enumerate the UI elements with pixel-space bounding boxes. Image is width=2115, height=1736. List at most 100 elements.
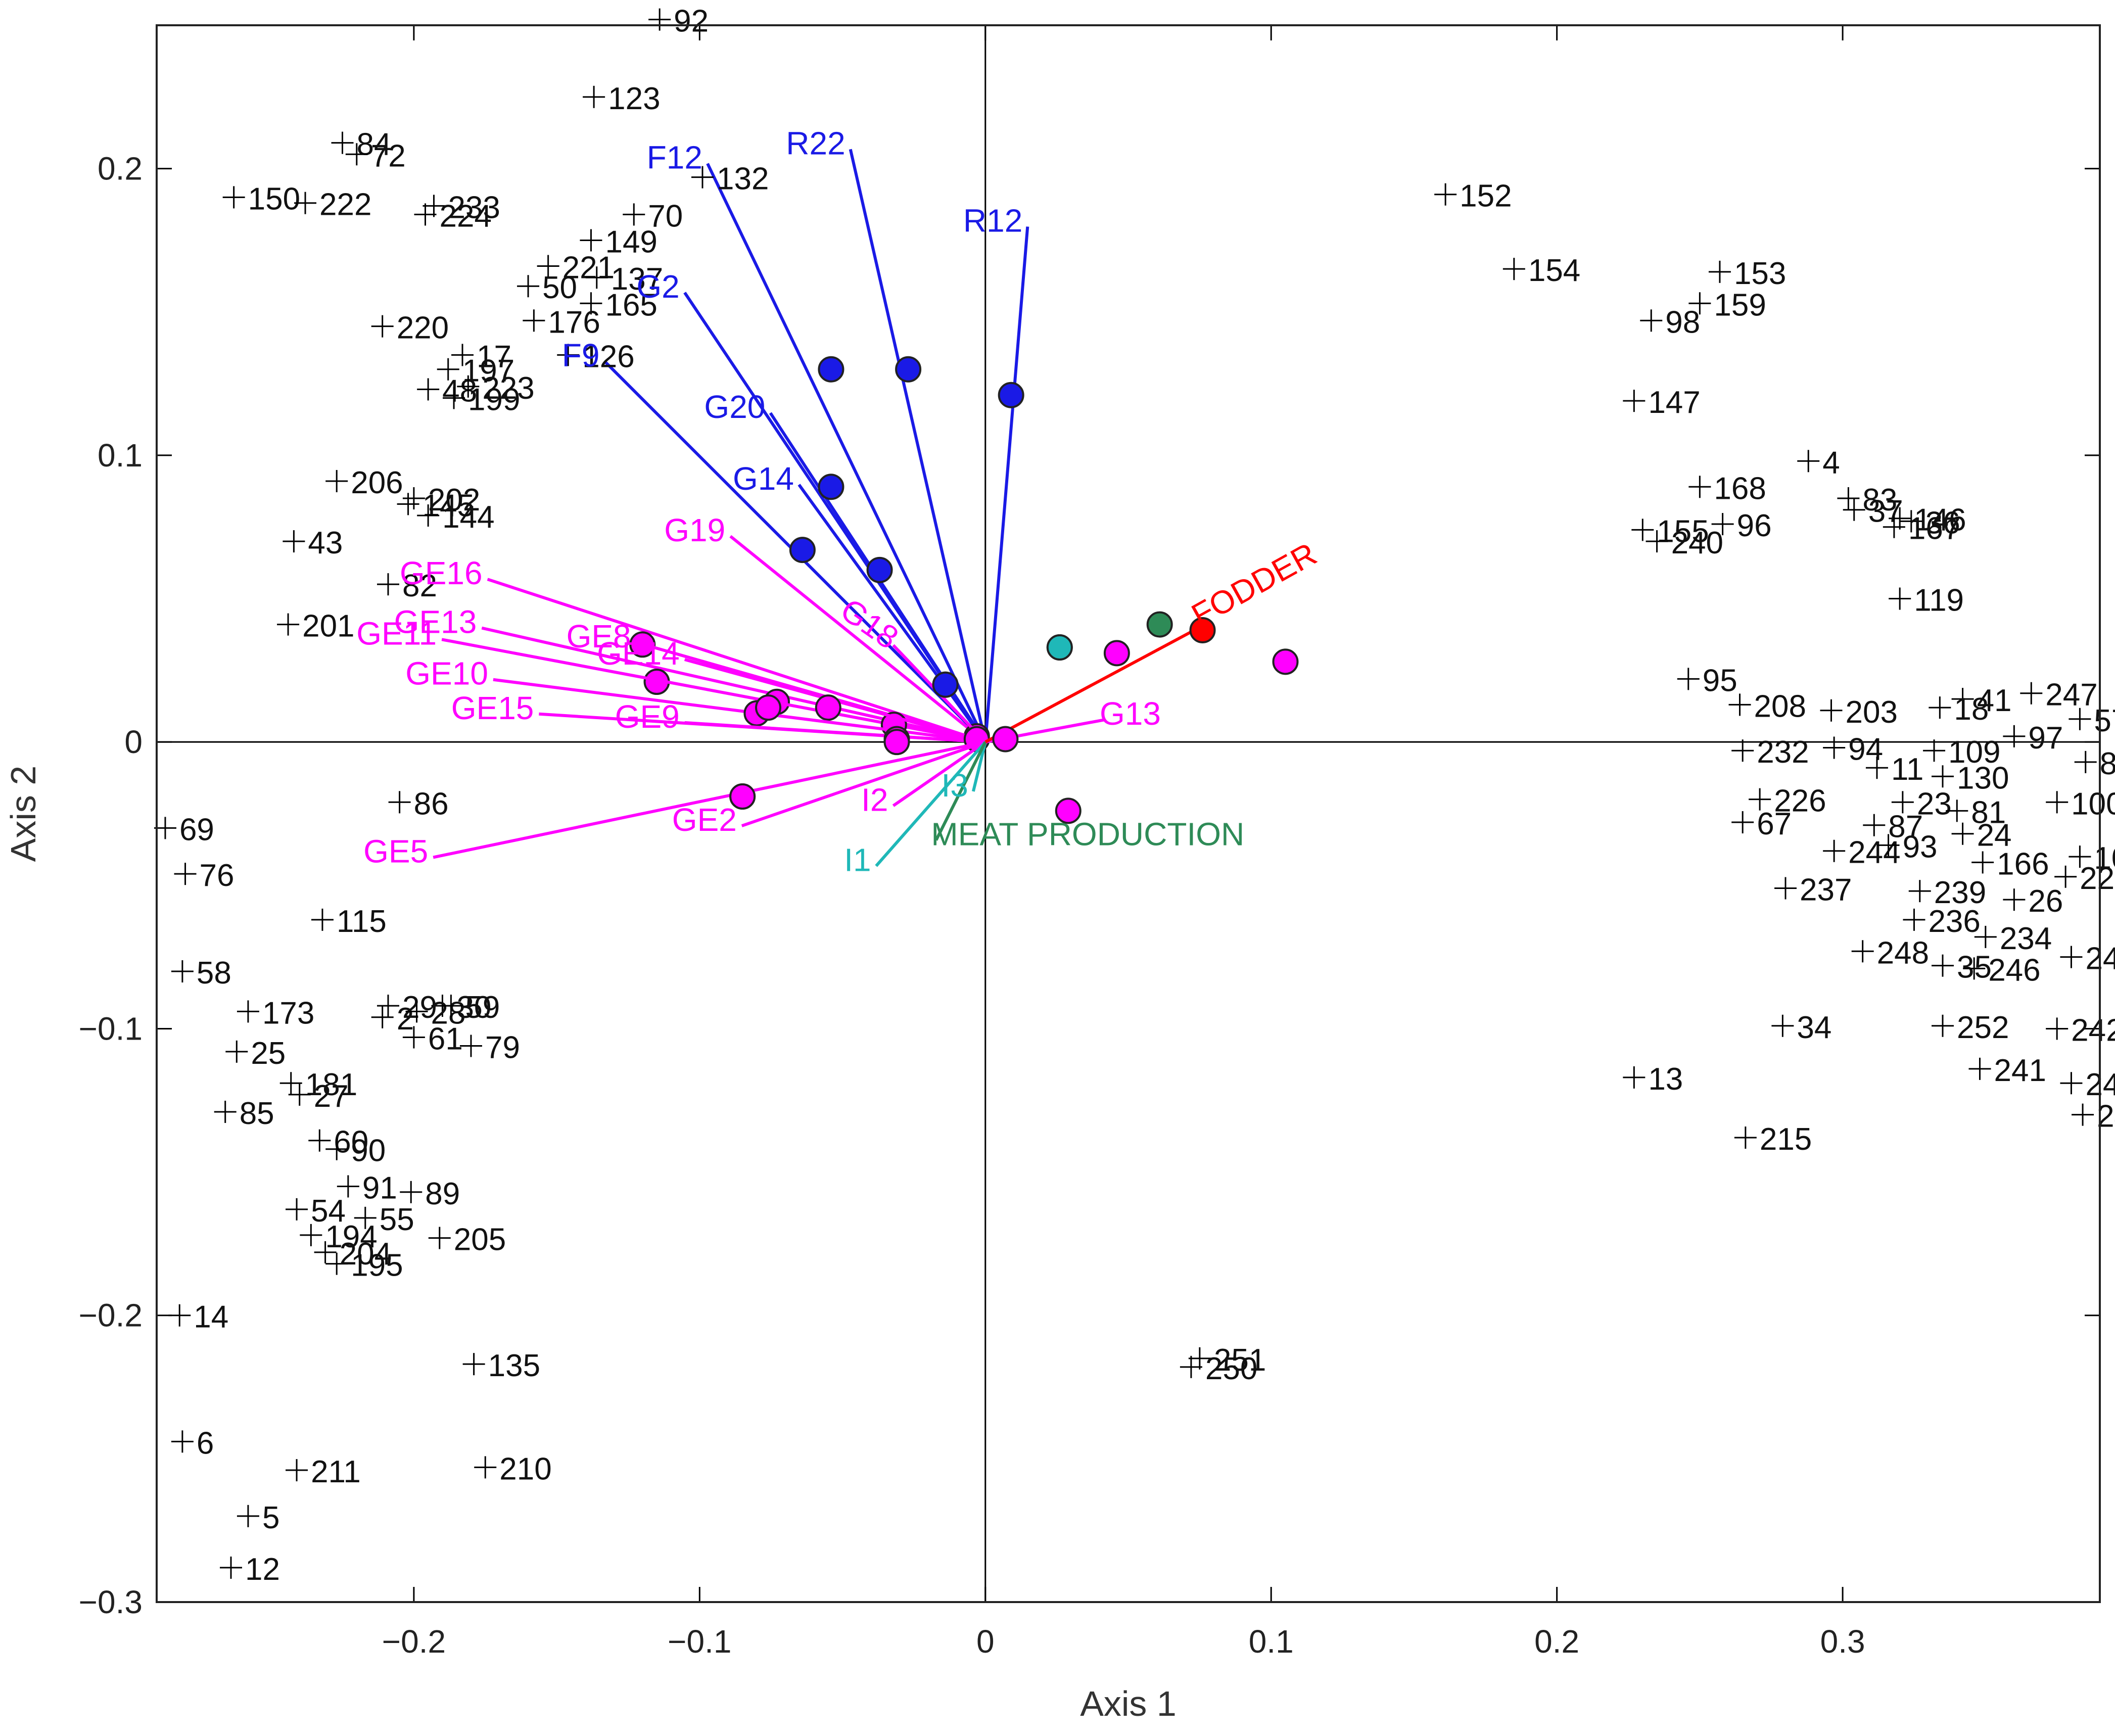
point-label: 222: [319, 187, 371, 222]
vector-label: MEAT PRODUCTION: [931, 816, 1244, 852]
point-label: 240: [1671, 526, 1723, 560]
point-label: 2: [397, 1002, 414, 1037]
vector-line: [934, 741, 987, 841]
point-label: 215: [1760, 1122, 1812, 1157]
point-label: 26: [2028, 884, 2063, 919]
point-label: 60: [334, 1125, 368, 1160]
point-label: 234: [2000, 921, 2052, 956]
point-label: 34: [1797, 1010, 1831, 1045]
vector-line: [741, 740, 986, 827]
point-label: 153: [1734, 256, 1786, 291]
plot-frame: [156, 24, 2101, 1603]
vector-label: GE16: [400, 555, 483, 591]
point-label: 84: [357, 127, 392, 162]
point-label: 132: [717, 162, 769, 197]
vector-marker: [1189, 617, 1216, 643]
point-label: 119: [1914, 583, 1964, 618]
vector-line: [729, 535, 986, 743]
point-label: 204: [340, 1237, 392, 1272]
vector-label: G13: [1100, 695, 1161, 732]
point-label: 69: [179, 812, 214, 847]
vector-label: F12: [647, 139, 702, 176]
y-tick-label: −0.1: [79, 1010, 143, 1047]
point-label: 93: [1903, 829, 1938, 864]
point-label: 251: [1214, 1343, 1266, 1378]
point-label: 11: [1891, 752, 1923, 787]
point-label: 252: [1957, 1010, 2009, 1045]
point-label: 233: [448, 190, 500, 225]
point-label: 135: [488, 1348, 540, 1383]
point-label: 109: [1948, 735, 2000, 770]
point-label: 203: [1845, 695, 1897, 730]
point-label: 232: [1757, 735, 1809, 770]
point-label: 165: [605, 288, 657, 322]
point-label: 48: [442, 373, 477, 408]
point-label: 55: [380, 1202, 414, 1237]
y-axis-title: Axis 2: [4, 766, 43, 862]
vector-marker: [932, 671, 959, 698]
point-label: 36: [1925, 505, 1960, 540]
vector-marker: [866, 556, 893, 583]
vector-label: I1: [844, 841, 871, 878]
vector-line: [433, 740, 986, 859]
point-label: 67: [1757, 807, 1792, 841]
point-label: 97: [2028, 721, 2063, 756]
vector-marker: [815, 694, 841, 721]
vector-label: G20: [704, 389, 765, 425]
point-label: 37: [1868, 494, 1903, 529]
vector-marker: [818, 356, 844, 383]
point-label: 154: [1528, 253, 1580, 288]
point-label: 208: [1754, 689, 1806, 724]
point-label: 23: [1917, 786, 1952, 821]
point-label: 6: [197, 1426, 214, 1461]
point-label: 176: [548, 305, 600, 340]
point-label: 227: [2080, 861, 2115, 896]
point-label: 5: [262, 1500, 279, 1535]
vector-marker: [1103, 640, 1130, 667]
vector-label: GE15: [451, 690, 534, 726]
vector-label: GE2: [672, 802, 737, 838]
point-label: 13: [1648, 1062, 1683, 1097]
point-label: 10: [2094, 841, 2115, 876]
point-label: 18: [1954, 692, 1989, 727]
point-label: 147: [1648, 385, 1700, 420]
point-label: 25: [251, 1036, 286, 1071]
point-label: 197: [462, 354, 514, 389]
point-label: 236: [1928, 904, 1980, 939]
point-label: 145: [422, 488, 475, 523]
vectors-layer: [433, 149, 1299, 867]
point-label: 82: [402, 569, 437, 603]
vector-marker: [895, 356, 922, 383]
vector-marker: [1046, 634, 1073, 661]
point-label: 79: [485, 1030, 520, 1065]
point-label: 181: [305, 1067, 357, 1102]
point-label: 247: [2045, 678, 2097, 713]
vector-marker: [992, 726, 1019, 753]
point-label: 81: [1971, 795, 2006, 830]
point-label: 159: [1714, 288, 1766, 322]
vector-label: GE9: [615, 698, 680, 735]
x-axis-title: Axis 1: [1080, 1684, 1177, 1723]
point-label: 83: [1862, 483, 1897, 518]
vector-label: G19: [664, 512, 725, 548]
vector-line: [983, 226, 1029, 742]
point-label: 201: [302, 609, 354, 644]
point-label: 24: [1977, 818, 2012, 853]
vector-label: F9: [562, 337, 600, 373]
point-label: 166: [1997, 847, 2049, 881]
point-label: 244: [1848, 835, 1900, 870]
point-label: 58: [197, 956, 231, 991]
point-label: 59: [465, 990, 500, 1025]
y-tick-label: 0: [124, 724, 143, 760]
point-label: 168: [1714, 471, 1766, 506]
vector-line: [892, 740, 986, 807]
point-label: 88: [2100, 746, 2115, 781]
vector-label: GE11: [356, 615, 437, 651]
y-tick-label: −0.3: [79, 1584, 143, 1620]
point-label: 12: [245, 1552, 280, 1587]
point-label: 242: [2071, 1013, 2115, 1048]
point-label: 50: [542, 270, 577, 305]
point-label: 237: [1800, 872, 1852, 907]
